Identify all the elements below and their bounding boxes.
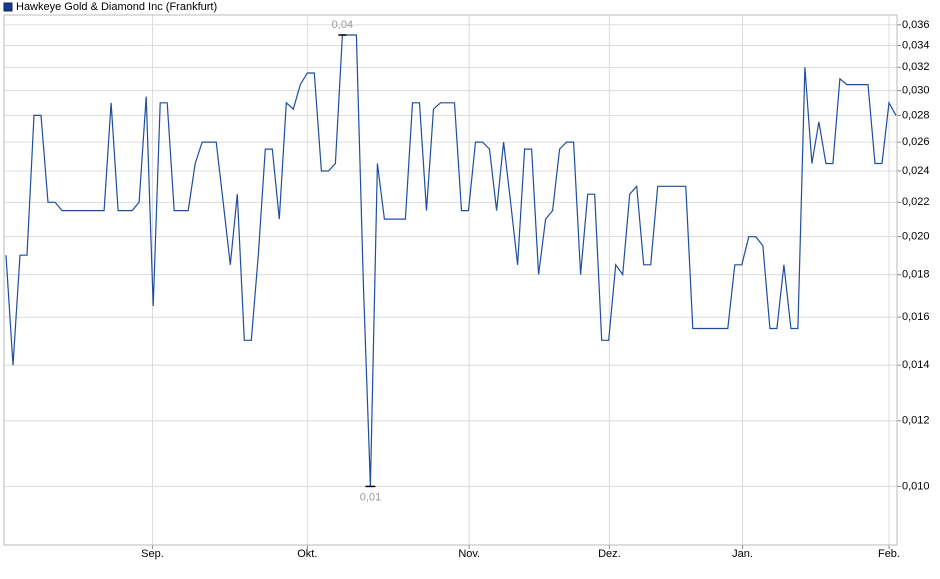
y-tick-label: 0,032 — [902, 61, 930, 73]
max-label: 0,04 — [332, 19, 353, 31]
x-tick-label: Nov. — [458, 548, 480, 560]
legend-label: Hawkeye Gold & Diamond Inc (Frankfurt) — [16, 1, 217, 13]
y-tick-label: 0,026 — [902, 136, 930, 148]
y-tick-label: 0,012 — [902, 415, 930, 427]
y-tick-label: 0,028 — [902, 109, 930, 121]
legend-swatch — [3, 2, 13, 12]
min-label: 0,01 — [360, 491, 381, 503]
x-tick-label: Feb. — [878, 548, 900, 560]
y-tick-label: 0,034 — [902, 39, 930, 51]
price-line — [5, 34, 897, 487]
y-tick-label: 0,018 — [902, 269, 930, 281]
plot-frame — [3, 14, 898, 546]
x-tick-label: Dez. — [598, 548, 621, 560]
x-tick-label: Sep. — [141, 548, 164, 560]
y-tick-label: 0,016 — [902, 311, 930, 323]
y-tick-label: 0,024 — [902, 165, 930, 177]
y-tick-label: 0,014 — [902, 359, 930, 371]
y-tick-label: 0,020 — [902, 231, 930, 243]
y-tick-label: 0,022 — [902, 196, 930, 208]
x-tick-label: Okt. — [297, 548, 317, 560]
y-tick-label: 0,036 — [902, 19, 930, 31]
y-tick-label: 0,010 — [902, 480, 930, 492]
y-tick-label: 0,030 — [902, 84, 930, 96]
x-tick-label: Jan. — [732, 548, 753, 560]
